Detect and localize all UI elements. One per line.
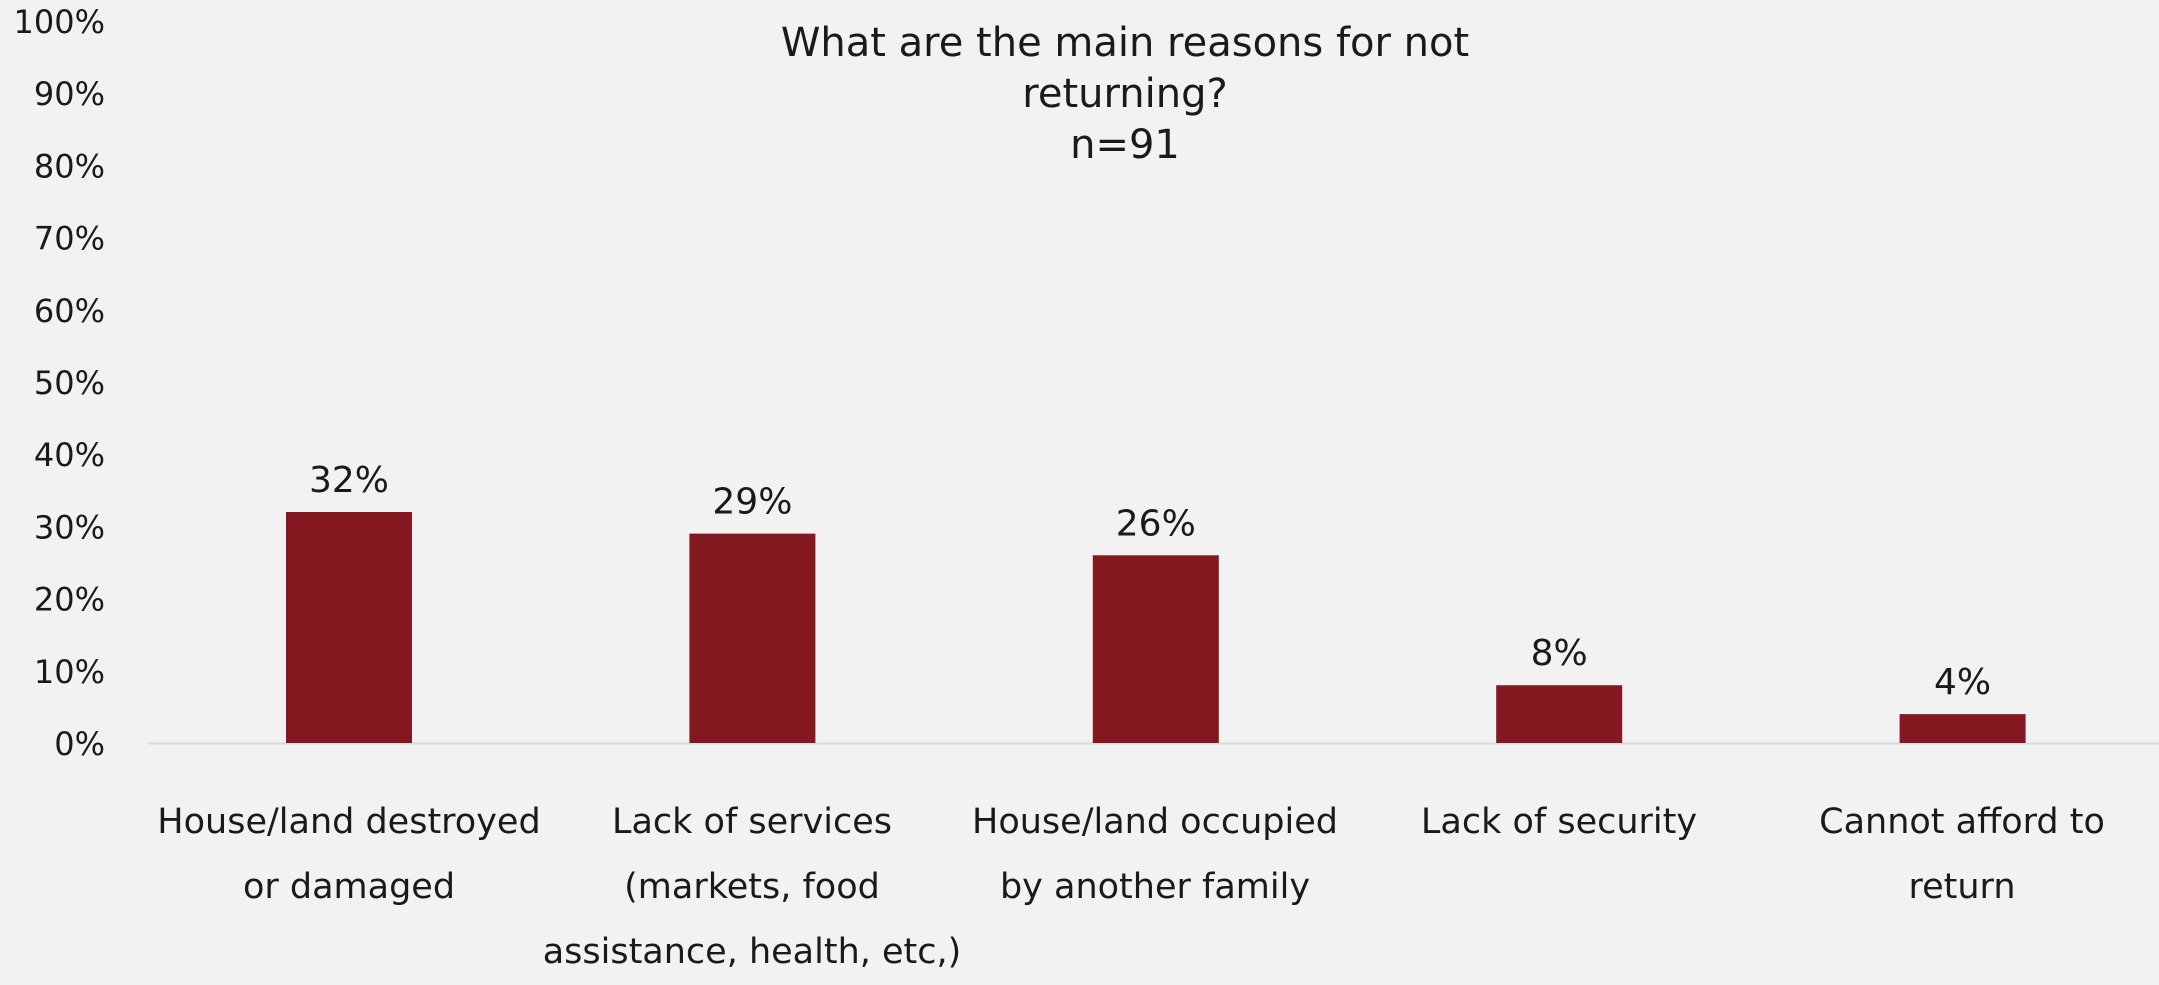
x-category-label-3: House/land occupied by another family	[935, 790, 1375, 920]
x-category-label-2: Lack of services (markets, food assistan…	[532, 790, 972, 985]
x-category-line: Lack of services	[611, 802, 893, 842]
y-tick-label: 100%	[14, 3, 105, 41]
x-category-line: (markets, food	[624, 867, 880, 907]
chart-title-line-2: returning?	[1022, 71, 1228, 117]
y-tick-label: 40%	[34, 436, 105, 474]
x-category-line: return	[1908, 867, 2016, 907]
bar-5	[1899, 714, 2026, 743]
x-category-line: House/land occupied	[972, 802, 1338, 842]
y-tick-label: 90%	[34, 75, 105, 113]
x-category-line: House/land destroyed	[157, 802, 541, 842]
y-tick-label: 20%	[34, 581, 105, 619]
x-category-line: assistance, health, etc,)	[542, 932, 962, 972]
chart-title: What are the main reasons for not return…	[725, 18, 1525, 171]
x-category-label-5: Cannot afford to return	[1742, 790, 2159, 920]
bar-1	[286, 511, 412, 743]
bar-3	[1092, 555, 1219, 743]
x-category-line: by another family	[999, 867, 1311, 907]
y-tick-label: 70%	[34, 220, 105, 258]
bar-2	[689, 533, 816, 743]
y-tick-label: 50%	[34, 364, 105, 402]
y-tick-label: 30%	[34, 508, 105, 546]
data-label-2: 29%	[712, 482, 792, 523]
y-tick-label: 60%	[34, 292, 105, 330]
data-label-5: 4%	[1934, 662, 1991, 703]
data-label-1: 32%	[309, 460, 389, 501]
y-tick-label: 0%	[54, 725, 105, 763]
x-category-line: Cannot afford to	[1819, 802, 2105, 842]
bar-4	[1496, 685, 1623, 743]
x-category-line: Lack of security	[1420, 802, 1698, 842]
x-category-label-4: Lack of security	[1339, 790, 1779, 855]
y-tick-label: 10%	[34, 653, 105, 691]
x-category-line: or damaged	[242, 867, 456, 907]
data-label-3: 26%	[1116, 503, 1196, 544]
chart-subtitle-n: n=91	[1070, 122, 1180, 168]
data-label-4: 8%	[1531, 633, 1588, 674]
chart-title-line-1: What are the main reasons for not	[780, 20, 1470, 66]
y-tick-label: 80%	[34, 147, 105, 185]
x-category-label-1: House/land destroyed or damaged	[129, 790, 569, 920]
